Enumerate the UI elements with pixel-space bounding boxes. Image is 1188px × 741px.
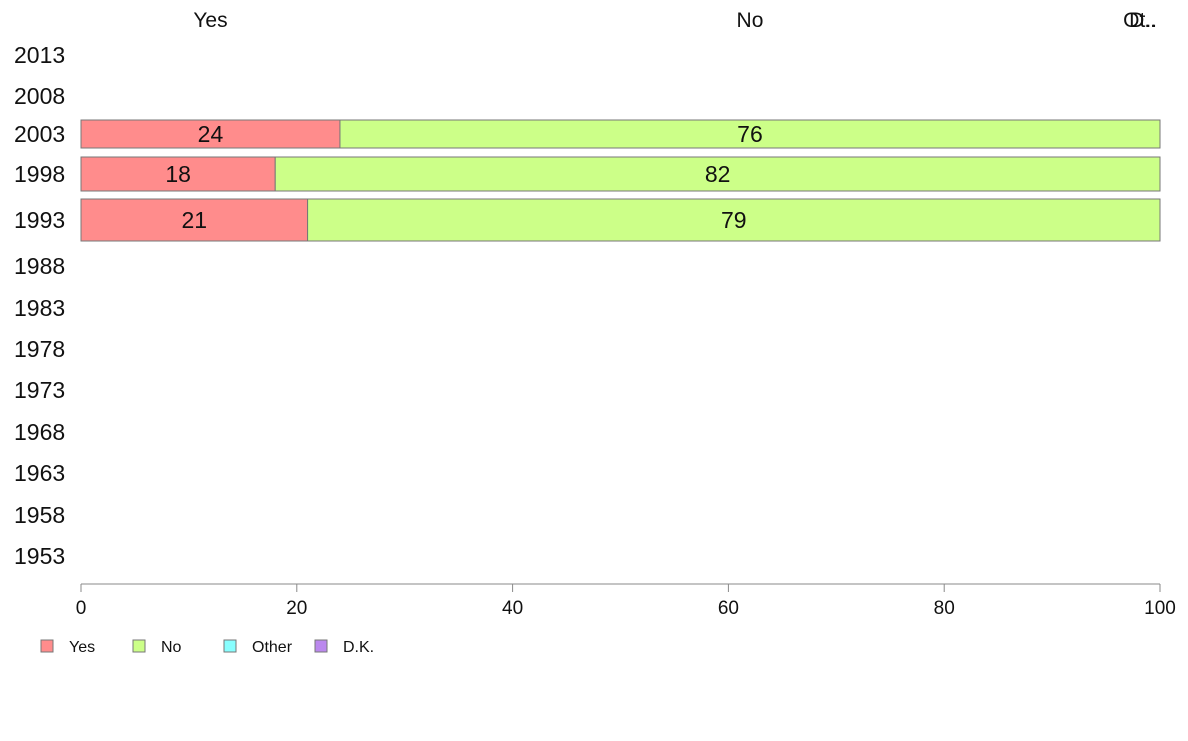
y-tick-label-1963: 1963 — [14, 460, 65, 486]
x-tick-label-20: 20 — [286, 598, 307, 619]
value-label-1993-no: 79 — [721, 207, 747, 233]
top-category-labels: Yes No Ot..D.. — [193, 9, 1157, 32]
x-axis: 0 20 40 60 80 100 — [76, 583, 1176, 619]
y-tick-label-1958: 1958 — [14, 502, 65, 528]
value-labels-layer: 24 76 18 82 21 79 — [165, 121, 762, 233]
legend-label-yes: Yes — [69, 639, 95, 656]
top-label-0: Yes — [193, 9, 227, 32]
top-label-3: D.. — [1129, 9, 1156, 32]
legend-label-other: Other — [252, 639, 293, 656]
legend-swatch-other — [223, 639, 237, 653]
value-label-2003-no: 76 — [737, 121, 763, 147]
bars-layer — [80, 119, 1161, 242]
x-tick-label-100: 100 — [1144, 598, 1176, 619]
value-label-2003-yes: 24 — [198, 121, 224, 147]
value-label-1998-no: 82 — [705, 161, 731, 187]
legend-label-no: No — [161, 639, 182, 656]
y-tick-label-1968: 1968 — [14, 419, 65, 445]
y-tick-label-1953: 1953 — [14, 543, 65, 569]
y-tick-label-2008: 2008 — [14, 83, 65, 109]
bar-1998-yes — [80, 156, 276, 192]
y-tick-label-1988: 1988 — [14, 253, 65, 279]
x-tick-label-60: 60 — [718, 598, 739, 619]
value-label-1998-yes: 18 — [165, 161, 191, 187]
x-tick-label-80: 80 — [934, 598, 955, 619]
y-tick-label-1998: 1998 — [14, 161, 65, 187]
top-label-1: No — [737, 9, 764, 32]
y-tick-label-1978: 1978 — [14, 336, 65, 362]
bar-1998-no — [274, 156, 1161, 192]
legend-label-dk: D.K. — [343, 639, 374, 656]
y-axis-labels: 2013 2008 2003 1998 1993 1988 1983 1978 1973 1968… — [14, 42, 65, 569]
legend: Yes No Other D.K. — [40, 639, 374, 656]
y-tick-label-1983: 1983 — [14, 295, 65, 321]
y-tick-label-1973: 1973 — [14, 377, 65, 403]
top-label-2: Ot.. — [1123, 9, 1157, 32]
y-tick-label-1993: 1993 — [14, 207, 65, 233]
x-tick-label-40: 40 — [502, 598, 523, 619]
legend-swatch-yes — [40, 639, 54, 653]
value-label-1993-yes: 21 — [181, 207, 207, 233]
bar-2003-no — [339, 119, 1161, 149]
x-tick-label-0: 0 — [76, 598, 87, 619]
bar-1993-no — [307, 198, 1161, 242]
bar-1993-yes — [80, 198, 309, 242]
legend-swatch-no — [132, 639, 146, 653]
bar-2003-yes — [80, 119, 341, 149]
legend-swatch-dk — [314, 639, 328, 653]
y-tick-label-2013: 2013 — [14, 42, 65, 68]
y-tick-label-2003: 2003 — [14, 121, 65, 147]
